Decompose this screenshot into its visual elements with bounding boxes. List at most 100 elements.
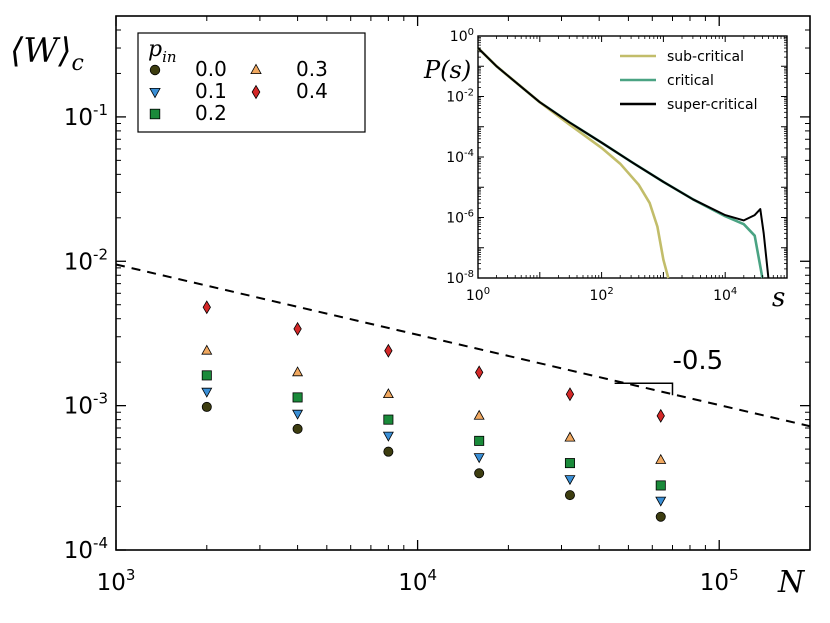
data-point-0-3	[382, 388, 394, 399]
y-label-main: W	[23, 31, 61, 71]
inset-x-tick-label-base: 10	[713, 288, 731, 304]
inset-legend-label: critical	[667, 73, 714, 89]
inset-x-tick-label-base: 10	[466, 288, 484, 304]
y-tick-label-exponent: -2	[93, 245, 108, 263]
y-label-subscript: c	[71, 51, 83, 76]
inset-y-tick-label: 100	[450, 27, 474, 45]
data-point-0-0	[474, 468, 485, 479]
y-label-close-bracket: ⟩	[57, 31, 71, 71]
inset-legend-item-super-critical: super-critical	[620, 97, 757, 113]
data-point-0-0	[292, 423, 303, 434]
data-point-0-2	[474, 435, 485, 446]
inset-x-tick-label-base: 10	[589, 288, 607, 304]
main-x-axis-label: N	[777, 565, 806, 600]
data-point-0-4	[384, 343, 393, 358]
x-tick-label-exponent: 4	[427, 566, 437, 584]
y-label-open-bracket: ⟨	[10, 31, 24, 71]
legend-marker	[149, 64, 161, 76]
main-legend-frame	[137, 32, 366, 133]
inset-y-tick-label-exponent: -6	[464, 209, 474, 220]
main-legend-title: pin	[148, 37, 177, 66]
x-tick-label-exponent: 3	[126, 566, 136, 584]
data-point-0-2	[292, 392, 303, 403]
inset-x-tick-label-exponent: 2	[607, 286, 613, 297]
legend-item-0-2: 0.2	[149, 101, 227, 125]
data-point-0-2	[201, 370, 212, 381]
inset-y-tick-label-base: 10	[446, 211, 464, 227]
legend-marker	[251, 84, 261, 100]
data-point-0-4	[202, 300, 211, 315]
y-tick-label-base: 10	[64, 394, 93, 420]
x-tick-label: 103	[97, 566, 136, 596]
inset-x-tick-label-exponent: 4	[731, 286, 737, 297]
data-point-0-2	[564, 458, 575, 469]
inset-plot-frame	[477, 35, 788, 279]
inset-x-tick-label: 104	[713, 286, 737, 304]
inset-x-tick-label-exponent: 0	[484, 286, 490, 297]
y-tick-label: 10-2	[64, 245, 108, 275]
inset-x-tick-label: 102	[589, 286, 613, 304]
data-point-0-1	[655, 496, 667, 507]
legend-label: 0.1	[195, 79, 227, 103]
y-tick-label-base: 10	[64, 105, 93, 131]
reference-slope-line	[115, 263, 811, 428]
main-legend-items: 0.00.10.2 0.30.4	[149, 57, 328, 125]
legend-label: 0.4	[296, 79, 328, 103]
inset-line-super-critical	[477, 47, 770, 279]
legend-item-0-4: 0.4	[251, 79, 328, 103]
y-tick-label: 10-4	[64, 534, 108, 564]
x-tick-label: 104	[398, 566, 437, 596]
legend-item-0-3: 0.3	[250, 57, 328, 81]
data-point-0-1	[201, 387, 213, 398]
main-legend: pin 0.00.10.2 0.30.4	[137, 32, 366, 133]
data-point-0-1	[292, 409, 304, 420]
data-point-0-1	[564, 475, 576, 486]
inset-legend: sub-critical critical super-critical	[620, 49, 757, 113]
data-point-0-3	[473, 409, 485, 420]
legend-marker	[250, 63, 262, 74]
data-point-0-3	[292, 366, 304, 377]
data-point-0-4	[565, 387, 575, 402]
legend-item-0-1: 0.1	[149, 79, 227, 103]
slope-label: -0.5	[672, 346, 723, 376]
inset-y-tick-label-exponent: -8	[464, 269, 474, 280]
y-tick-label: 10-3	[64, 390, 108, 420]
inset-y-tick-label-exponent: -4	[464, 148, 474, 159]
legend-label: 0.2	[195, 101, 227, 125]
legend-label: 0.0	[195, 57, 227, 81]
inset-y-tick-label: 10-8	[446, 269, 474, 287]
inset-x-tick-label: 100	[466, 286, 490, 304]
data-point-0-1	[382, 431, 394, 442]
legend-title-subscript: in	[162, 48, 176, 66]
main-y-axis: 10-410-310-210-1	[64, 15, 810, 564]
inset-y-tick-label: 10-4	[446, 148, 474, 166]
inset-legend-label: super-critical	[667, 97, 757, 113]
data-point-0-2	[655, 480, 666, 491]
y-tick-label-base: 10	[64, 249, 93, 275]
x-tick-label-base: 10	[700, 570, 729, 596]
data-point-0-3	[564, 431, 576, 442]
y-tick-label-base: 10	[64, 538, 93, 564]
legend-item-0-0: 0.0	[149, 57, 227, 81]
inset-x-axis-label: s	[772, 283, 785, 313]
inset-y-tick-label-base: 10	[446, 271, 464, 287]
data-point-0-4	[656, 408, 665, 423]
x-tick-label-base: 10	[97, 570, 126, 596]
inset-y-tick-label: 10-6	[446, 209, 474, 227]
data-point-0-3	[201, 344, 213, 355]
y-tick-label: 10-1	[64, 101, 108, 131]
x-tick-label-base: 10	[398, 570, 427, 596]
legend-label: 0.3	[296, 57, 328, 81]
data-point-0-0	[201, 401, 212, 412]
inset-y-tick-label-base: 10	[446, 150, 464, 166]
inset-legend-item-critical: critical	[620, 73, 714, 89]
slope-bracket	[614, 382, 674, 396]
inset-legend-item-sub-critical: sub-critical	[620, 49, 744, 65]
inset-y-axis-label: P(s)	[423, 56, 471, 84]
inset-y-tick-label-exponent: -2	[464, 88, 474, 99]
inset-series-lines	[477, 47, 770, 279]
main-data-markers	[201, 300, 667, 522]
